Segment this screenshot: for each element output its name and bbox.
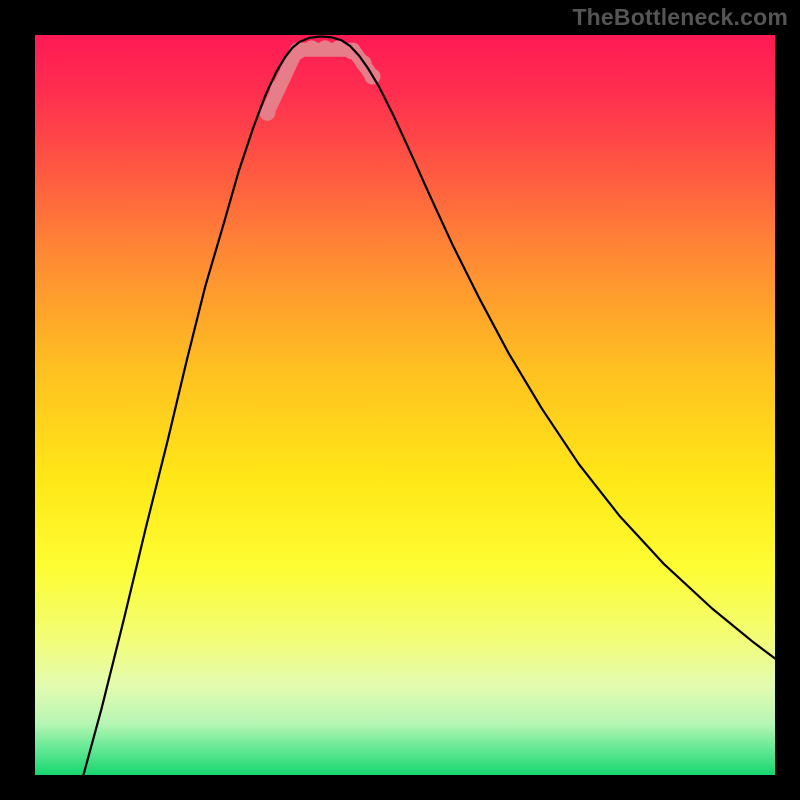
chart-svg xyxy=(35,35,775,775)
plot-area xyxy=(35,35,775,775)
figure-root: TheBottleneck.com xyxy=(0,0,800,800)
highlight-group xyxy=(259,40,380,120)
bottleneck-curve xyxy=(79,36,775,775)
watermark-text: TheBottleneck.com xyxy=(572,4,788,31)
